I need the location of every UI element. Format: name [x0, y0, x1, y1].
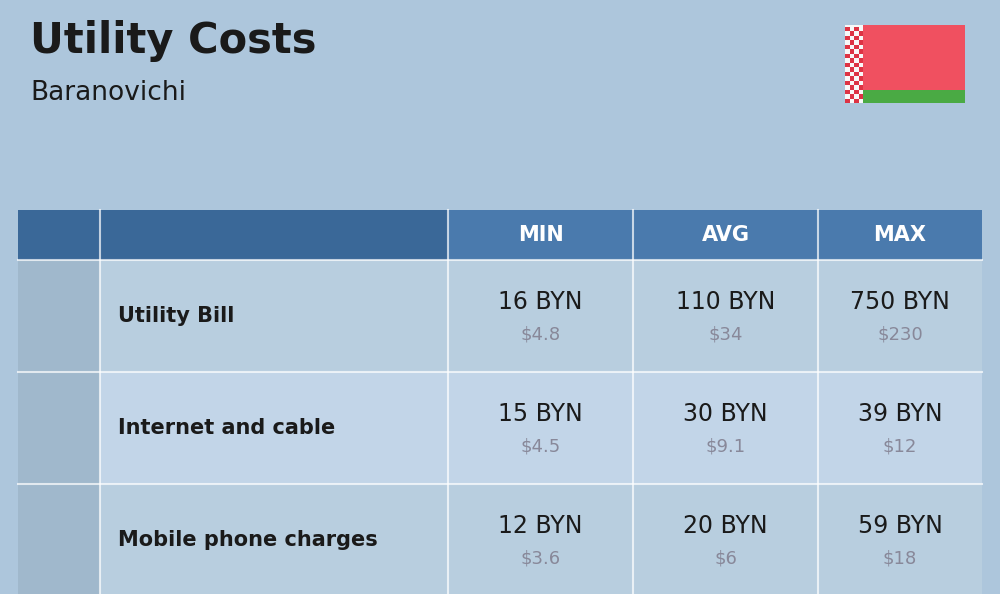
Bar — [850, 94, 854, 99]
Text: 16 BYN: 16 BYN — [498, 290, 583, 314]
Text: $6: $6 — [714, 549, 737, 567]
Bar — [850, 58, 854, 62]
Text: 12 BYN: 12 BYN — [498, 514, 583, 538]
Text: $12: $12 — [883, 437, 917, 455]
Bar — [845, 45, 850, 49]
Text: MAX: MAX — [874, 225, 926, 245]
Bar — [18, 210, 448, 260]
Bar — [850, 49, 854, 53]
Text: AVG: AVG — [702, 225, 750, 245]
Bar — [854, 90, 858, 94]
Text: 30 BYN: 30 BYN — [683, 402, 768, 426]
Text: $18: $18 — [883, 549, 917, 567]
Bar — [845, 71, 850, 76]
Bar — [845, 62, 850, 67]
Bar — [854, 81, 858, 85]
Bar — [845, 53, 850, 58]
Bar — [863, 25, 965, 90]
Bar — [850, 67, 854, 71]
Bar — [854, 45, 858, 49]
Bar — [858, 49, 863, 53]
Bar — [18, 260, 100, 372]
Bar — [854, 53, 858, 58]
Bar — [854, 36, 858, 40]
Bar — [850, 85, 854, 90]
Bar — [854, 27, 858, 31]
Bar — [845, 36, 850, 40]
Bar — [858, 94, 863, 99]
Text: Mobile phone charges: Mobile phone charges — [118, 530, 378, 550]
Text: 110 BYN: 110 BYN — [676, 290, 775, 314]
Text: Internet and cable: Internet and cable — [118, 418, 335, 438]
Bar — [18, 372, 100, 484]
Text: 750 BYN: 750 BYN — [850, 290, 950, 314]
Text: 15 BYN: 15 BYN — [498, 402, 583, 426]
Bar — [18, 260, 982, 372]
Bar — [858, 31, 863, 36]
Text: Utility Costs: Utility Costs — [30, 20, 316, 62]
Text: 39 BYN: 39 BYN — [858, 402, 942, 426]
Text: $34: $34 — [708, 325, 743, 343]
Text: 20 BYN: 20 BYN — [683, 514, 768, 538]
Bar — [845, 27, 850, 31]
Text: MIN: MIN — [518, 225, 563, 245]
Text: Baranovichi: Baranovichi — [30, 80, 186, 106]
Bar — [18, 210, 982, 260]
Bar — [858, 85, 863, 90]
Bar — [845, 81, 850, 85]
Bar — [858, 58, 863, 62]
Bar — [858, 76, 863, 81]
Text: $230: $230 — [877, 325, 923, 343]
Bar — [18, 484, 100, 594]
Bar — [845, 25, 863, 103]
Bar — [858, 40, 863, 45]
Bar — [850, 40, 854, 45]
Bar — [845, 99, 850, 103]
Bar — [18, 372, 982, 484]
Bar — [850, 76, 854, 81]
Text: $4.8: $4.8 — [520, 325, 561, 343]
Text: Utility Bill: Utility Bill — [118, 306, 234, 326]
Bar — [850, 31, 854, 36]
Bar — [858, 67, 863, 71]
Text: $9.1: $9.1 — [705, 437, 746, 455]
Text: $4.5: $4.5 — [520, 437, 561, 455]
Bar — [854, 62, 858, 67]
Bar — [863, 90, 965, 103]
Bar — [854, 71, 858, 76]
Text: 59 BYN: 59 BYN — [858, 514, 942, 538]
Text: $3.6: $3.6 — [520, 549, 561, 567]
Bar — [18, 484, 982, 594]
Bar — [854, 99, 858, 103]
Bar — [845, 90, 850, 94]
